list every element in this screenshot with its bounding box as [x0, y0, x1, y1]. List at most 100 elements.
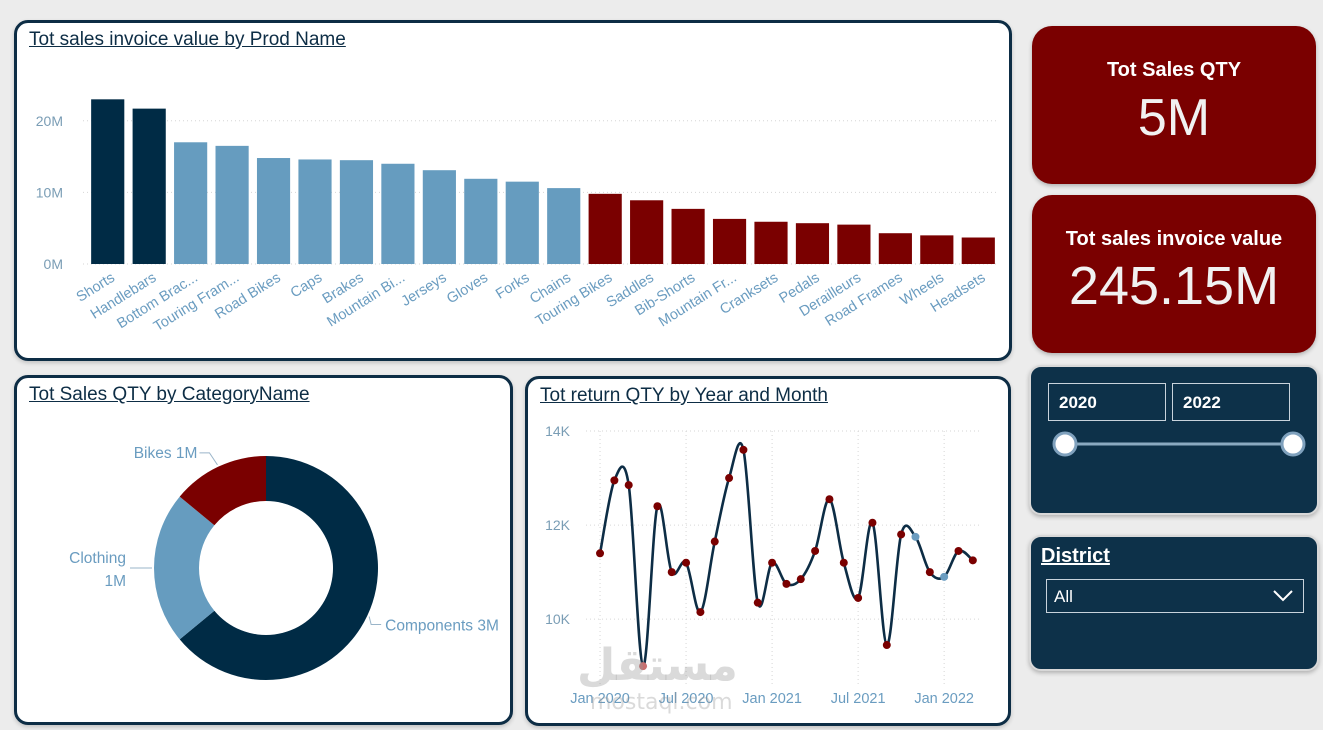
bar[interactable]: [256, 158, 291, 264]
line-xtick-label: Jan 2021: [742, 691, 802, 707]
bar[interactable]: [588, 193, 622, 264]
year-from-input[interactable]: 2020: [1048, 383, 1166, 421]
line-point[interactable]: [710, 537, 719, 546]
line-chart-title: Tot return QTY by Year and Month: [540, 385, 828, 406]
line-ytick-label: 12K: [545, 517, 571, 533]
donut-label-clothing: Clothing: [69, 550, 126, 567]
line-point[interactable]: [839, 558, 848, 567]
line-point[interactable]: [868, 518, 877, 527]
district-label: District: [1041, 545, 1110, 567]
bar[interactable]: [754, 221, 788, 264]
bar[interactable]: [422, 170, 456, 264]
bar[interactable]: [381, 163, 415, 264]
line-point[interactable]: [968, 556, 977, 565]
line-xtick-label: Jul 2020: [659, 691, 714, 707]
kpi-sales-qty-value: 5M: [1137, 89, 1211, 147]
donut-slice-clothing[interactable]: [154, 496, 215, 640]
bar[interactable]: [464, 178, 498, 264]
year-range-slider[interactable]: [1031, 427, 1317, 467]
year-slicer-panel: 2020 2022: [1029, 365, 1319, 515]
donut-leader-line: [199, 452, 218, 466]
line-xtick-label: Jul 2021: [831, 691, 886, 707]
district-selected-value: All: [1054, 587, 1073, 606]
line-point[interactable]: [925, 568, 934, 577]
kpi-invoice-value-value: 245.15M: [1068, 256, 1280, 316]
bar[interactable]: [795, 223, 830, 264]
line-point[interactable]: [911, 532, 920, 541]
bar[interactable]: [837, 224, 871, 264]
chevron-down-icon: [1273, 590, 1293, 602]
kpi-sales-qty-card: Tot Sales QTY 5M: [1032, 26, 1316, 184]
line-point[interactable]: [897, 530, 906, 539]
bar-ytick-label: 20M: [36, 113, 63, 129]
line-point[interactable]: [653, 502, 662, 511]
donut-slice-bikes[interactable]: [179, 456, 266, 526]
line-xtick-label: Jan 2020: [570, 691, 630, 707]
line-point[interactable]: [667, 568, 676, 577]
line-point[interactable]: [739, 445, 748, 454]
line-point[interactable]: [854, 593, 863, 602]
bar[interactable]: [961, 237, 995, 264]
kpi-invoice-value-label: Tot sales invoice value: [1065, 228, 1283, 250]
line-ytick-label: 14K: [545, 423, 571, 439]
donut-slice-components[interactable]: [179, 456, 378, 680]
donut-chart-title: Tot Sales QTY by CategoryName: [29, 384, 310, 405]
bar-ytick-label: 0M: [44, 256, 63, 272]
bar-xtick-label: Forks: [493, 270, 532, 303]
district-dropdown[interactable]: All: [1046, 579, 1304, 613]
watermark-arabic: مستقل: [577, 640, 738, 691]
bar[interactable]: [505, 181, 539, 264]
line-point[interactable]: [940, 572, 949, 581]
donut-label-components: Components 3M: [385, 618, 499, 635]
bar-chart-title: Tot sales invoice value by Prod Name: [29, 29, 346, 50]
bar[interactable]: [920, 235, 954, 264]
bar[interactable]: [878, 233, 912, 264]
line-point[interactable]: [682, 558, 691, 567]
watermark-latin: mostaql.com: [590, 690, 733, 715]
line-point[interactable]: [954, 546, 963, 555]
bar[interactable]: [339, 160, 374, 264]
line-point[interactable]: [782, 579, 791, 588]
line-point[interactable]: [825, 495, 834, 504]
bar[interactable]: [712, 218, 747, 264]
bar-chart-card: Tot sales invoice value by Prod Name 0M 1…: [14, 20, 1012, 361]
line-point[interactable]: [796, 575, 805, 584]
slider-handle-end[interactable]: [1280, 431, 1306, 457]
bar-xtick-label: Caps: [288, 270, 325, 302]
line-chart[interactable]: 10K 12K 14K Jan 2020 Jul 2020 Jan 2021 Jul 202…: [528, 379, 1007, 722]
bar[interactable]: [174, 142, 208, 264]
donut-label-clothing-value: 1M: [104, 573, 126, 590]
kpi-sales-qty-label: Tot Sales QTY: [1106, 59, 1242, 81]
line-chart-card: Tot return QTY by Year and Month 10K 12K 1…: [525, 376, 1011, 726]
kpi-invoice-value-card: Tot sales invoice value 245.15M: [1032, 195, 1316, 353]
donut-chart-card: Tot Sales QTY by CategoryName Components…: [14, 375, 513, 725]
line-point[interactable]: [768, 558, 777, 567]
donut-chart[interactable]: Components 3M Clothing 1M Bikes 1M: [17, 378, 509, 721]
line-point[interactable]: [639, 662, 648, 671]
bar[interactable]: [671, 208, 705, 264]
bar[interactable]: [91, 99, 125, 264]
bar[interactable]: [132, 108, 166, 265]
bar[interactable]: [215, 145, 249, 264]
line-point[interactable]: [725, 474, 734, 483]
line-point[interactable]: [753, 598, 762, 607]
line-point[interactable]: [696, 608, 705, 617]
bar-xtick-label: Jerseys: [399, 270, 450, 310]
line-point[interactable]: [811, 546, 820, 555]
year-to-input[interactable]: 2022: [1172, 383, 1290, 421]
line-point[interactable]: [624, 481, 633, 490]
line-point[interactable]: [882, 641, 891, 650]
line-series[interactable]: [598, 441, 974, 668]
donut-label-bikes: Bikes 1M: [134, 445, 198, 462]
district-slicer-panel: District All: [1029, 535, 1319, 671]
donut-leader-line: [368, 616, 382, 626]
bar[interactable]: [298, 159, 332, 264]
bar[interactable]: [630, 200, 664, 264]
line-point[interactable]: [596, 549, 605, 558]
bar-xtick-label: Gloves: [444, 270, 491, 307]
line-point[interactable]: [610, 476, 619, 485]
bar[interactable]: [547, 188, 581, 264]
slider-handle-start[interactable]: [1052, 431, 1078, 457]
line-xtick-label: Jan 2022: [914, 691, 974, 707]
